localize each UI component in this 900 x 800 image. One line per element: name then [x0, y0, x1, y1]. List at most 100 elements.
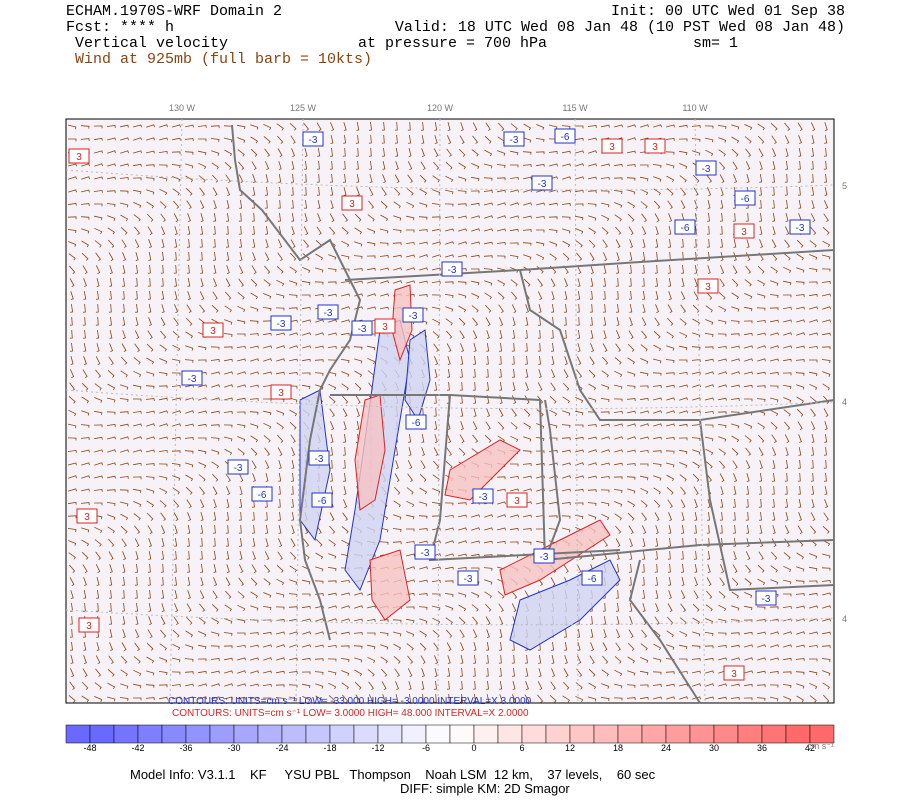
contour-label: -3: [479, 492, 488, 503]
contour-label-box: [697, 278, 719, 294]
colorbar-label: 18: [613, 743, 623, 753]
contour-label: 3: [705, 282, 711, 293]
colorbar-segment: [161, 724, 187, 744]
contour-label: -3: [540, 552, 549, 563]
contour-label: 3: [76, 152, 82, 163]
colorbar-segment: [65, 724, 91, 744]
contour-label-box: [441, 261, 463, 277]
longitude-label: 115 W: [562, 103, 588, 113]
longitude-labels: 130 W 125 W 120 W 115 W 110 W: [169, 103, 708, 113]
contour-label-box: [202, 322, 224, 338]
contour-label-box: [601, 138, 623, 154]
colorbar-segment: [713, 724, 739, 744]
border-line: [330, 394, 835, 562]
wind-note: Wind at 925mb (full barb = 10kts): [75, 51, 372, 68]
colorbar-segment: [665, 724, 691, 744]
contour-area: [369, 549, 411, 621]
contour-label-box: [755, 590, 777, 606]
contour-label: 3: [349, 199, 355, 210]
contour-label: 3: [210, 326, 216, 337]
contour-label-box: [311, 492, 333, 508]
border-line: [344, 249, 835, 281]
contour-area: [444, 439, 521, 501]
contour-label: 3: [609, 142, 615, 153]
colorbar-segment: [737, 724, 763, 744]
colorbar-segment: [305, 724, 331, 744]
contour-label: 3: [514, 496, 520, 507]
contour-label: 3: [86, 621, 92, 632]
contour-label: -6: [258, 490, 267, 501]
contour-label-box: [78, 617, 100, 633]
contour-label-box: [644, 138, 666, 154]
contour-label-box: [414, 544, 436, 560]
contour-label-box: [554, 128, 576, 144]
contour-label: -3: [409, 311, 418, 322]
colorbar-label: -6: [422, 743, 430, 753]
latitude-label: 4: [842, 614, 847, 624]
contour-label: -3: [277, 319, 286, 330]
smoothing: sm= 1: [693, 35, 738, 52]
colorbar-segment: [545, 724, 571, 744]
colorbar-segment: [449, 724, 475, 744]
contour-label-box: [351, 320, 373, 336]
contour-label-box: [317, 304, 339, 320]
colorbar-segment: [329, 724, 355, 744]
colorbar-label: -30: [227, 743, 240, 753]
colorbar-segment: [497, 724, 523, 744]
contour-label-box: [457, 570, 479, 586]
latitude-label: 5: [842, 181, 847, 191]
colorbar-label: 36: [757, 743, 767, 753]
colorbar-segment: [113, 724, 139, 744]
contour-label: -3: [448, 265, 457, 276]
colorbar-segment: [425, 724, 451, 744]
contour-label-box: [472, 488, 494, 504]
diffusion: DIFF: simple KM: 2D Smagor: [400, 781, 570, 796]
colorbar-segment: [89, 724, 115, 744]
barb-field: [67, 121, 831, 704]
colorbar-segment: [521, 724, 547, 744]
colorbar-segment: [353, 724, 379, 744]
map-frame: [65, 118, 835, 704]
field: Vertical velocity: [75, 35, 228, 52]
valid-time: Valid: 18 UTC Wed 08 Jan 48 (10 PST Wed …: [395, 19, 845, 36]
contour-label-box: [506, 492, 528, 508]
coastline: [231, 124, 362, 641]
contour-label: -3: [188, 374, 197, 385]
contour-label-box: [374, 318, 396, 334]
colorbar: -48 -42 -36 -30 -24 -18 -12 -6 0 6 12 18 24 30 36 42: [65, 724, 835, 753]
contour-label: -6: [561, 132, 570, 143]
contour-label-box: [405, 414, 427, 430]
colorbar-segment: [185, 724, 211, 744]
borders: [231, 124, 835, 704]
contour-label: -3: [762, 594, 771, 605]
contour-label: -6: [412, 418, 421, 429]
colorbar-label: -12: [371, 743, 384, 753]
border-line: [428, 394, 621, 562]
contour-label: -3: [315, 454, 324, 465]
contour-label-box: [695, 160, 717, 176]
border-line: [699, 419, 835, 592]
colorbar-segment: [281, 724, 307, 744]
colorbar-label: -24: [275, 743, 288, 753]
contour-label-box: [789, 219, 811, 235]
contour-label-box: [181, 370, 203, 386]
colorbar-segment: [257, 724, 283, 744]
colorbar-segment: [209, 724, 235, 744]
colorbar-segment: [593, 724, 619, 744]
colorbar-label: 30: [709, 743, 719, 753]
contour-label: 3: [382, 322, 388, 333]
contour-label: -3: [510, 135, 519, 146]
colorbar-label: 0: [471, 743, 476, 753]
contour-label: 3: [731, 669, 737, 680]
contour-area: [499, 519, 611, 596]
contour-label-box: [270, 315, 292, 331]
contour-label-box: [68, 148, 90, 164]
colorbar-segment: [809, 724, 835, 744]
model-info: Model Info: V3.1.1 KF YSU PBL Thompson N…: [130, 767, 656, 782]
contour-label-box: [723, 665, 745, 681]
contour-area: [404, 329, 431, 422]
contour-label: -6: [741, 194, 750, 205]
contour-label: -3: [702, 164, 711, 175]
colorbar-segment: [641, 724, 667, 744]
contour-label-box: [76, 508, 98, 524]
